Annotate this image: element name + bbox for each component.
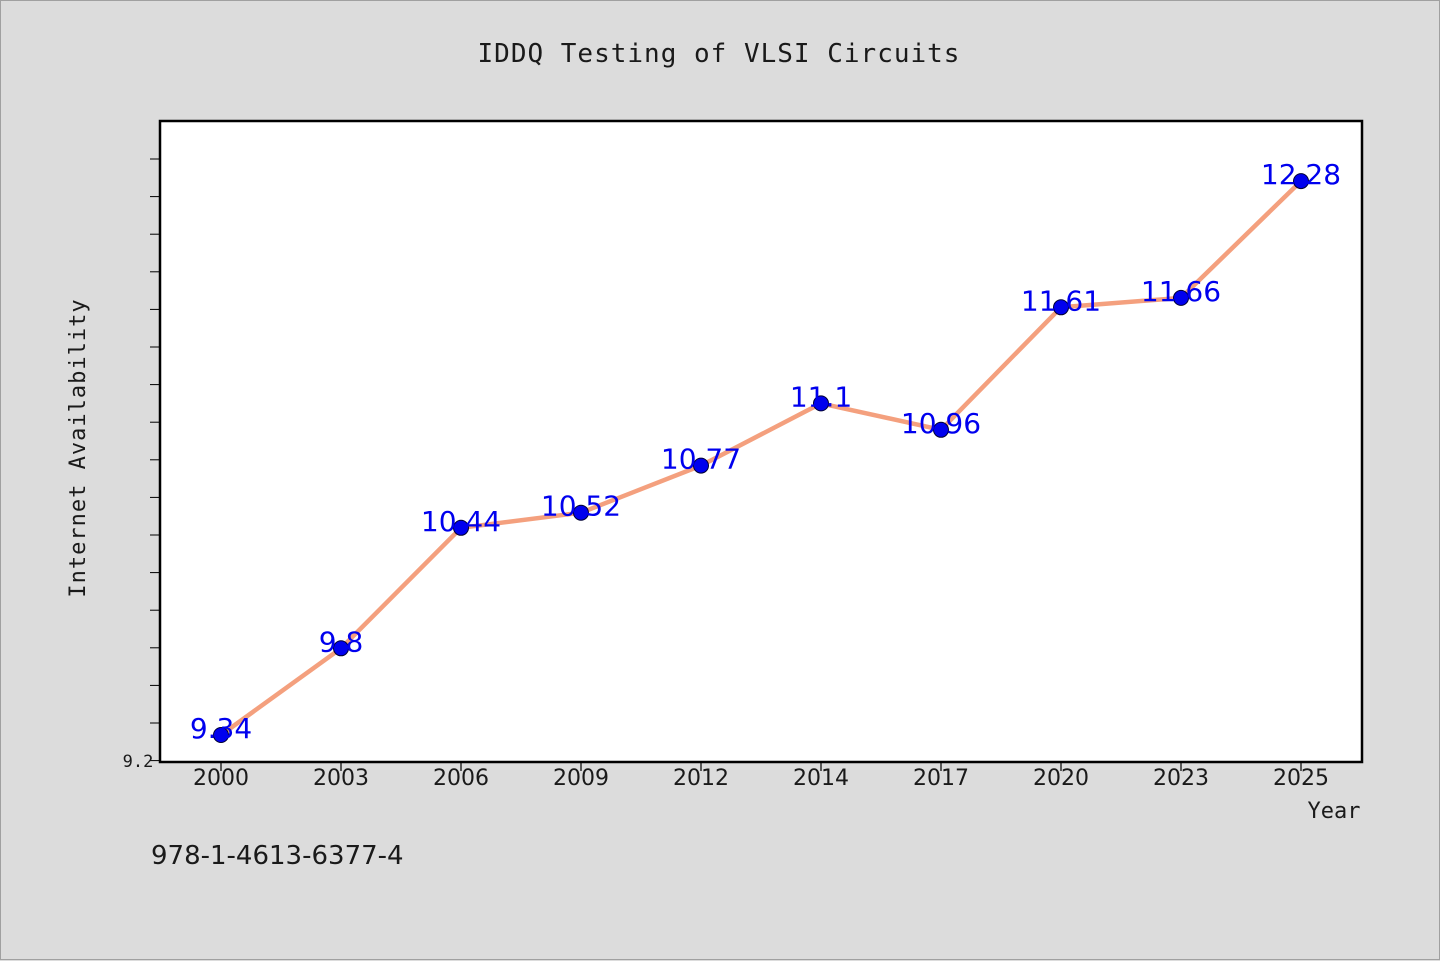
data-label: 11.1 [790,380,852,413]
y-axis-ticks [150,158,160,762]
data-label: 11.61 [1021,284,1101,317]
data-point [1173,289,1189,306]
data-label: 10.52 [541,490,621,523]
data-label: 10.44 [421,505,501,538]
y-axis-label: Internet Availability [66,298,91,597]
y-tick-label: 9.2 [123,752,154,772]
data-point [573,504,589,521]
footer-isbn: 978-1-4613-6377-4 [151,841,404,871]
data-labels: 9.34 9.8 10.44 10.52 10.77 11.1 10.96 11.61 11.6… [190,158,1341,745]
data-point [693,457,709,474]
data-point [813,395,829,412]
data-point [1053,299,1069,316]
data-label: 10.77 [661,443,741,476]
data-label: 12.28 [1261,158,1341,191]
x-tick-label: 2020 [1033,766,1089,791]
data-point [333,640,349,657]
x-tick-label: 2006 [433,766,489,791]
data-label: 9.8 [319,625,364,658]
x-tick-label: 2017 [913,766,969,791]
data-label: 11.66 [1141,275,1221,308]
x-tick-label: 2014 [793,766,849,791]
x-tick-label: 2003 [313,766,369,791]
data-point [1293,173,1309,190]
data-point [933,421,949,438]
data-markers [213,173,1309,743]
x-tick-label: 2009 [553,766,609,791]
data-point [213,727,229,743]
series-line [219,179,1303,737]
x-tick-label: 2000 [193,766,249,791]
plot-area [158,119,1364,764]
data-label: 9.34 [190,712,252,745]
x-tick-label: 2025 [1273,766,1329,791]
x-tick-label: 2012 [673,766,729,791]
x-axis-ticks: 2000 2003 2006 2009 2012 2014 2017 2020 2023 2025 [193,762,1329,791]
x-tick-label: 2023 [1153,766,1209,791]
x-axis-label: Year [1308,799,1361,824]
data-label: 10.96 [901,407,981,440]
data-point [453,519,469,536]
chart-title: IDDQ Testing of VLSI Circuits [478,39,961,69]
